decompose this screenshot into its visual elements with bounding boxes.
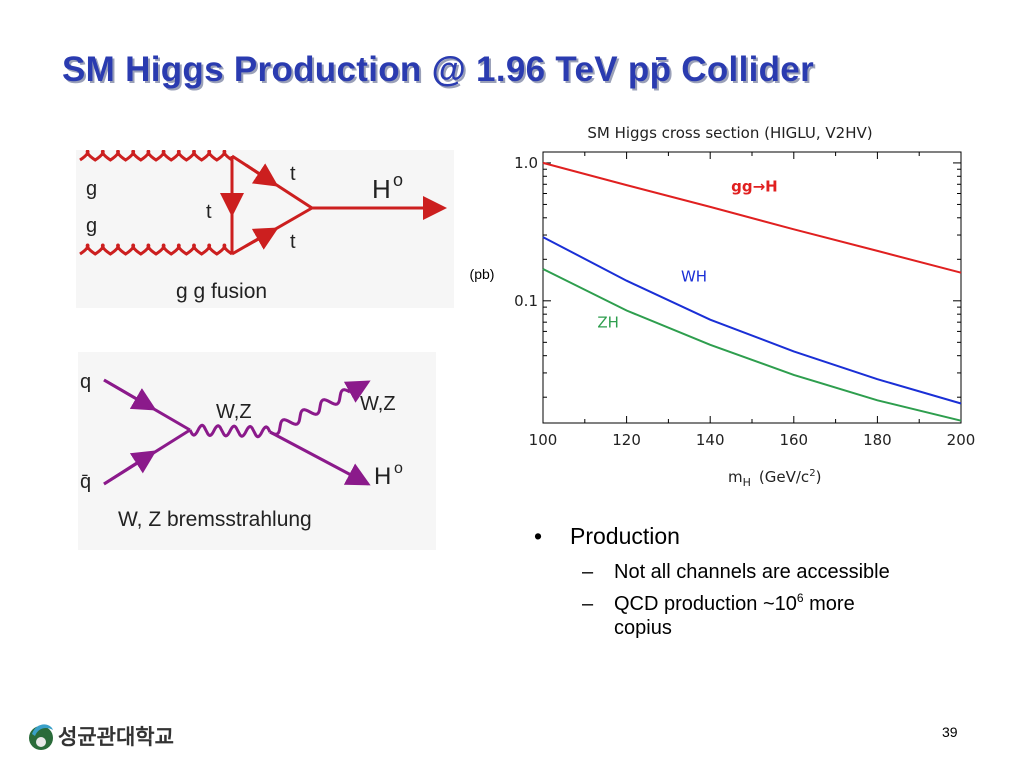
x-tick-label: 180 bbox=[863, 431, 892, 449]
series-line-1 bbox=[542, 236, 962, 405]
series-label-0: gg→H bbox=[731, 178, 778, 196]
higgs-label: H bbox=[374, 463, 391, 490]
wz-outgoing-arrow bbox=[343, 380, 371, 403]
gg-fusion-diagram: g g t t t H o g g fusion bbox=[76, 150, 454, 308]
antiquark-line-arrow bbox=[103, 450, 157, 486]
wz-bremsstrahlung-caption: W, Z bremsstrahlung bbox=[118, 508, 312, 531]
x-tick-label: 160 bbox=[779, 431, 808, 449]
top-label-lower: t bbox=[290, 231, 296, 253]
higgs-cross-section-chart: SM Higgs cross section (HIGLU, V2HV) 100… bbox=[470, 124, 976, 489]
series-layer: gg→H WH ZH bbox=[542, 161, 962, 422]
y-axis: 1.0 0.1 bbox=[514, 154, 961, 398]
higgs-outgoing-line bbox=[269, 430, 371, 486]
y-tick-label: 1.0 bbox=[514, 154, 538, 172]
series-line-0 bbox=[542, 161, 962, 274]
page-number: 39 bbox=[942, 724, 958, 740]
wz-propagator-label: W,Z bbox=[216, 401, 252, 423]
x-tick-label: 120 bbox=[612, 431, 641, 449]
series-label-2: ZH bbox=[597, 314, 619, 332]
chart-title: SM Higgs cross section (HIGLU, V2HV) bbox=[587, 124, 872, 142]
antiquark-label: q̄ bbox=[80, 471, 91, 493]
wz-bremsstrahlung-diagram: q q̄ W,Z W,Z H o W, Z bremsstrahlung bbox=[78, 352, 436, 550]
university-emblem-icon bbox=[29, 724, 53, 750]
slide-title: SM Higgs Production @ 1.96 TeV pp̄ Colli… bbox=[62, 50, 814, 89]
series-line-2 bbox=[542, 268, 962, 422]
university-logo: 성균관대학교 bbox=[26, 720, 174, 752]
top-quark-lower-arrow bbox=[245, 227, 279, 250]
bullet-list: • Production – Not all channels are access… bbox=[532, 520, 972, 640]
wz-outgoing-boson bbox=[269, 388, 351, 436]
higgs-label: H bbox=[372, 174, 391, 204]
y-axis-label: (pb) bbox=[470, 266, 495, 282]
sub-bullet-channels: – Not all channels are accessible bbox=[582, 561, 890, 583]
bullet-dot: • bbox=[534, 523, 543, 549]
gluon-line-top bbox=[79, 150, 233, 162]
sub-bullet-dash: – bbox=[582, 561, 594, 583]
wz-propagator bbox=[188, 423, 272, 439]
top-label-upper: t bbox=[290, 163, 296, 185]
x-axis: 100 120 140 160 180 200 bbox=[529, 152, 976, 449]
gluon-label-bottom: g bbox=[86, 215, 97, 237]
x-tick-label: 200 bbox=[947, 431, 976, 449]
top-quark-upper-arrow bbox=[245, 163, 279, 187]
higgs-superscript: o bbox=[394, 460, 403, 477]
gg-fusion-caption: g g fusion bbox=[176, 280, 267, 303]
gluon-line-bottom bbox=[79, 243, 233, 256]
sub-bullet-qcd: – QCD production ~106 more copius bbox=[582, 591, 855, 639]
top-label-middle: t bbox=[206, 201, 212, 223]
series-label-1: WH bbox=[681, 268, 707, 286]
bullet-production: • Production bbox=[532, 520, 972, 552]
higgs-superscript: o bbox=[393, 170, 403, 190]
gluon-label-top: g bbox=[86, 178, 97, 200]
y-tick-label: 0.1 bbox=[514, 292, 538, 310]
wz-outgoing-label: W,Z bbox=[360, 393, 396, 415]
x-axis-label: mH (GeV/c2) bbox=[728, 468, 821, 489]
university-name: 성균관대학교 bbox=[58, 725, 174, 749]
x-tick-label: 140 bbox=[696, 431, 725, 449]
quark-label: q bbox=[80, 371, 91, 393]
x-tick-label: 100 bbox=[529, 431, 558, 449]
quark-line-arrow bbox=[103, 378, 157, 411]
sub-bullet-dash: – bbox=[582, 593, 594, 615]
